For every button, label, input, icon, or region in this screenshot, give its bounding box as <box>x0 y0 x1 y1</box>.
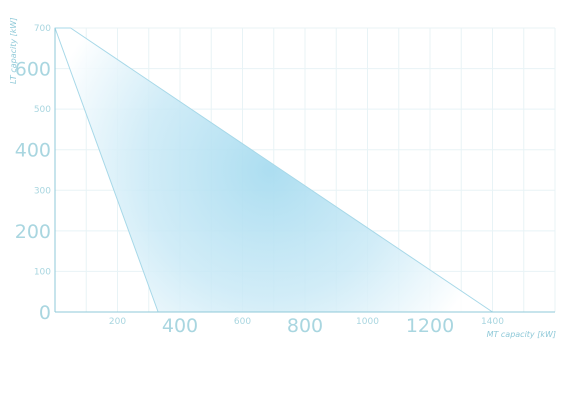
y-tick-label: 100 <box>34 267 51 277</box>
x-tick-label: 200 <box>109 317 126 327</box>
y-tick-label: 200 <box>15 221 51 243</box>
x-axis-label: MT capacity [kW] <box>487 330 556 339</box>
axes <box>54 28 555 313</box>
x-tick-label: 800 <box>287 315 323 337</box>
x-tick-label: 1400 <box>481 317 504 327</box>
x-tick-label: 600 <box>234 317 251 327</box>
x-tick-label: 1000 <box>356 317 379 327</box>
y-tick-label: 400 <box>15 140 51 162</box>
y-tick-label: 700 <box>34 24 51 34</box>
y-tick-label: 500 <box>34 105 51 115</box>
x-tick-label: 400 <box>162 315 198 337</box>
tick-labels: 400 800 1200 200 600 1000 1400 0 200 400 600 100 300… <box>15 24 504 337</box>
y-tick-label: 300 <box>34 186 51 196</box>
y-tick-label: 0 <box>39 302 51 324</box>
x-tick-label: 1200 <box>406 315 454 337</box>
y-tick-label: 600 <box>15 59 51 81</box>
y-axis-label: LT capacity [kW] <box>9 18 18 84</box>
